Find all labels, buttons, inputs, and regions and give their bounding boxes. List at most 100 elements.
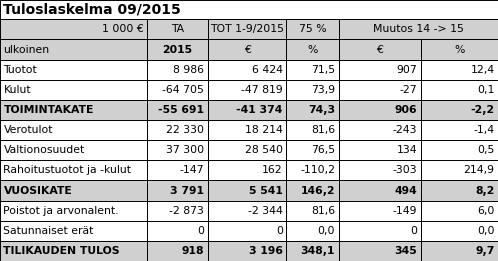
Bar (0, 201, 147, 221)
Text: 3 791: 3 791 (170, 186, 204, 195)
Bar (421, 120, 498, 140)
Bar (421, 201, 498, 221)
Text: 22 330: 22 330 (166, 125, 204, 135)
Bar (286, 160, 339, 180)
Bar (0, 241, 147, 261)
Bar (0, 60, 147, 80)
Text: 0,0: 0,0 (318, 226, 335, 236)
Text: TOT 1-9/2015: TOT 1-9/2015 (210, 24, 284, 34)
Text: Satunnaiset erät: Satunnaiset erät (3, 226, 94, 236)
Bar (0, 180, 147, 201)
Text: 6,0: 6,0 (477, 206, 495, 216)
Text: 28 540: 28 540 (245, 145, 283, 155)
Bar (208, 39, 286, 60)
Bar (0, 19, 147, 39)
Bar (286, 80, 339, 100)
Bar (0, 80, 147, 100)
Text: VUOSIKATE: VUOSIKATE (3, 186, 72, 195)
Bar (339, 100, 421, 120)
Text: 12,4: 12,4 (471, 65, 495, 75)
Text: Valtionosuudet: Valtionosuudet (3, 145, 85, 155)
Bar (147, 180, 208, 201)
Bar (286, 180, 339, 201)
Bar (286, 120, 339, 140)
Text: -110,2: -110,2 (300, 165, 335, 175)
Text: -27: -27 (400, 85, 417, 95)
Text: -2 344: -2 344 (248, 206, 283, 216)
Bar (147, 160, 208, 180)
Bar (208, 201, 286, 221)
Bar (421, 100, 498, 120)
Bar (0, 221, 147, 241)
Text: 0: 0 (410, 226, 417, 236)
Bar (147, 60, 208, 80)
Bar (208, 19, 286, 39)
Bar (286, 201, 339, 221)
Bar (147, 39, 208, 60)
Text: -243: -243 (393, 125, 417, 135)
Text: 81,6: 81,6 (311, 125, 335, 135)
Text: 494: 494 (394, 186, 417, 195)
Text: 73,9: 73,9 (311, 85, 335, 95)
Bar (208, 160, 286, 180)
Text: -149: -149 (393, 206, 417, 216)
Text: -2,2: -2,2 (471, 105, 495, 115)
Text: Kulut: Kulut (3, 85, 31, 95)
Text: 0,0: 0,0 (477, 226, 495, 236)
Text: Verotulot: Verotulot (3, 125, 53, 135)
Text: TILIKAUDEN TULOS: TILIKAUDEN TULOS (3, 246, 120, 256)
Text: 81,6: 81,6 (311, 206, 335, 216)
Text: %: % (307, 45, 318, 55)
Text: 75 %: 75 % (299, 24, 326, 34)
Bar (147, 201, 208, 221)
Bar (421, 39, 498, 60)
Text: -147: -147 (180, 165, 204, 175)
Bar (0, 100, 147, 120)
Bar (147, 19, 208, 39)
Text: 345: 345 (394, 246, 417, 256)
Bar (421, 180, 498, 201)
Bar (339, 241, 421, 261)
Text: ulkoinen: ulkoinen (3, 45, 50, 55)
Text: €: € (376, 45, 383, 55)
Bar (208, 180, 286, 201)
Bar (147, 221, 208, 241)
Bar (421, 60, 498, 80)
Bar (0, 120, 147, 140)
Bar (339, 160, 421, 180)
Text: 906: 906 (395, 105, 417, 115)
Text: 907: 907 (396, 65, 417, 75)
Bar (286, 140, 339, 160)
Text: 3 196: 3 196 (249, 246, 283, 256)
Text: 8 986: 8 986 (173, 65, 204, 75)
Bar (286, 19, 339, 39)
Bar (286, 100, 339, 120)
Text: -2 873: -2 873 (169, 206, 204, 216)
Bar (339, 60, 421, 80)
Bar (286, 60, 339, 80)
Bar (339, 201, 421, 221)
Text: 0: 0 (197, 226, 204, 236)
Text: 5 541: 5 541 (249, 186, 283, 195)
Bar (0, 160, 147, 180)
Text: -41 374: -41 374 (237, 105, 283, 115)
Bar (421, 140, 498, 160)
Bar (208, 241, 286, 261)
Text: 0: 0 (276, 226, 283, 236)
Text: 71,5: 71,5 (311, 65, 335, 75)
Bar (339, 19, 498, 39)
Bar (208, 221, 286, 241)
Bar (286, 39, 339, 60)
Text: -64 705: -64 705 (162, 85, 204, 95)
Bar (421, 241, 498, 261)
Bar (286, 241, 339, 261)
Text: 162: 162 (262, 165, 283, 175)
Bar (208, 60, 286, 80)
Text: -47 819: -47 819 (241, 85, 283, 95)
Text: 2015: 2015 (162, 45, 192, 55)
Text: 348,1: 348,1 (301, 246, 335, 256)
Text: 9,7: 9,7 (475, 246, 495, 256)
Bar (208, 140, 286, 160)
Bar (339, 180, 421, 201)
Bar (0, 0, 498, 19)
